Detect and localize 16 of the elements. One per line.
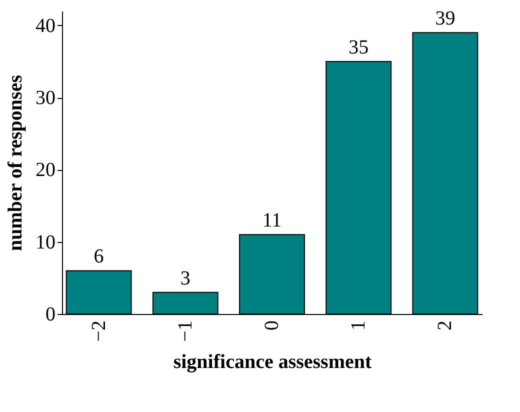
data-label: 11 <box>262 210 282 232</box>
x-axis-title: significance assessment <box>173 350 372 373</box>
y-tick-label: 20 <box>36 159 56 182</box>
y-tick-label: 10 <box>36 231 56 254</box>
x-tick-label: 2 <box>434 320 456 330</box>
x-tick-label: −2 <box>88 320 110 342</box>
x-tick-label: 1 <box>348 320 370 330</box>
y-tick-label: 30 <box>36 87 56 110</box>
y-tick-label: 40 <box>36 14 56 37</box>
data-label: 3 <box>180 267 190 290</box>
data-label: 6 <box>94 246 104 268</box>
x-tick-label: 0 <box>261 320 283 330</box>
data-label: 39 <box>435 8 456 30</box>
y-axis-title: number of responses <box>4 74 26 251</box>
x-tick-label: −1 <box>174 320 196 342</box>
data-label: 35 <box>348 36 369 58</box>
